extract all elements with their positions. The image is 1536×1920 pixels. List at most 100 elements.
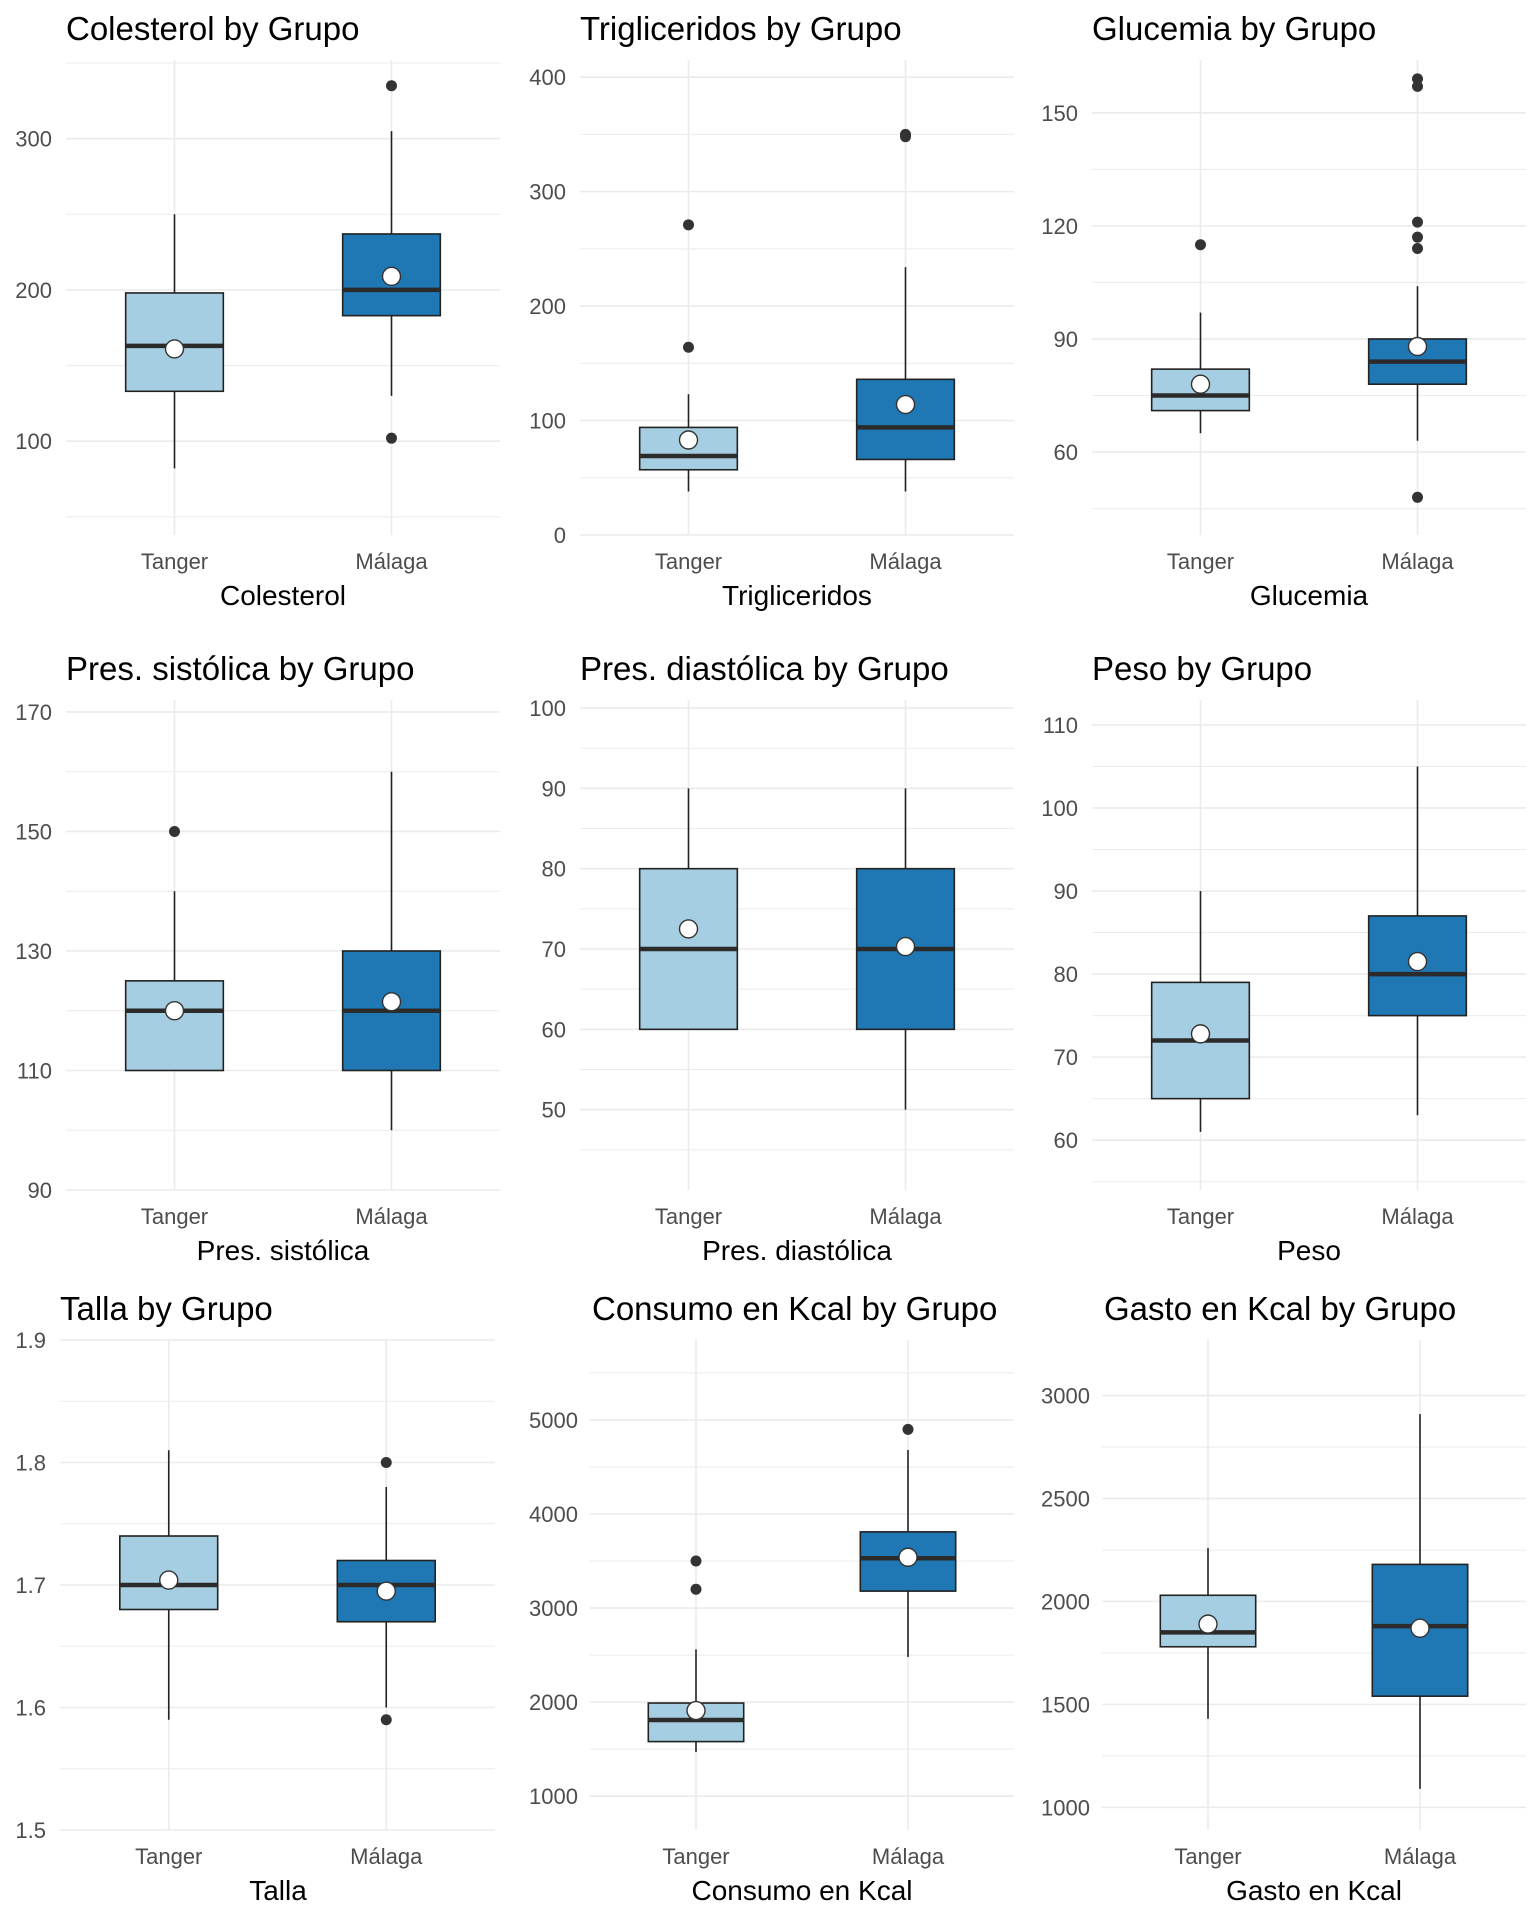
y-tick-label: 0 (554, 523, 566, 548)
box-malaga (1367, 766, 1468, 1116)
y-tick-label: 70 (1054, 1045, 1078, 1070)
mean-point (381, 992, 402, 1012)
y-tick-label: 90 (542, 776, 566, 801)
y-tick-label: 60 (1054, 1128, 1078, 1153)
y-tick-label: 100 (15, 429, 52, 454)
box-malaga (859, 1423, 957, 1657)
y-tick-label: 200 (15, 278, 52, 303)
y-tick-label: 2500 (1041, 1487, 1090, 1512)
mean-point (895, 394, 916, 415)
iqr-box (855, 867, 956, 1031)
y-tick-label: 100 (529, 409, 566, 434)
outlier-point (169, 825, 180, 837)
iqr-box (336, 1559, 436, 1623)
box-tanger (1159, 1547, 1257, 1719)
box-tanger (1150, 891, 1251, 1132)
iqr-box (341, 950, 442, 1072)
x-tick-label: Tanger (141, 549, 208, 574)
x-tick-label: Tanger (655, 549, 722, 574)
y-tick-label: 90 (28, 1178, 52, 1203)
iqr-box (1150, 368, 1251, 412)
outlier-point (1412, 216, 1423, 228)
x-axis-label: Peso (1277, 1235, 1341, 1266)
outlier-point (1195, 239, 1206, 251)
y-tick-label: 4000 (529, 1502, 578, 1527)
iqr-box (855, 378, 956, 461)
x-tick-label: Tanger (655, 1204, 722, 1229)
mean-point (678, 919, 699, 939)
y-tick-label: 50 (542, 1098, 566, 1123)
panel-title: Trigliceridos by Grupo (580, 10, 902, 47)
iqr-box (124, 980, 225, 1072)
mean-point (686, 1700, 706, 1721)
box-malaga (341, 771, 442, 1131)
y-tick-label: 1000 (1041, 1795, 1090, 1820)
outlier-point (380, 1457, 392, 1468)
iqr-box (1367, 915, 1468, 1017)
outlier-point (690, 1555, 702, 1567)
mean-point (376, 1581, 396, 1601)
x-tick-label: Málaga (350, 1844, 423, 1869)
x-tick-label: Málaga (869, 549, 942, 574)
x-tick-label: Málaga (869, 1204, 942, 1229)
y-tick-label: 1500 (1041, 1692, 1090, 1717)
y-tick-label: 1.7 (15, 1573, 46, 1598)
x-axis-label: Gasto en Kcal (1226, 1875, 1402, 1906)
x-axis-label: Consumo en Kcal (691, 1875, 912, 1906)
panel-title: Peso by Grupo (1092, 650, 1312, 687)
mean-point (164, 339, 185, 359)
y-tick-label: 1.9 (15, 1328, 46, 1353)
x-tick-label: Málaga (1384, 1844, 1457, 1869)
outlier-point (902, 1423, 914, 1435)
iqr-box (647, 1702, 745, 1743)
box-tanger (638, 788, 739, 1031)
mean-point (159, 1570, 179, 1590)
outlier-point (380, 1714, 392, 1726)
box-tanger (1150, 239, 1251, 434)
mean-point (164, 1001, 185, 1021)
iqr-box (1159, 1594, 1257, 1648)
y-tick-label: 80 (1054, 962, 1078, 987)
y-tick-label: 2000 (529, 1690, 578, 1715)
iqr-box (859, 1531, 957, 1592)
outlier-point (683, 341, 694, 353)
outlier-point (1412, 491, 1423, 503)
box-tanger (638, 219, 739, 492)
x-axis-label: Glucemia (1250, 580, 1369, 611)
x-axis-label: Pres. diastólica (702, 1235, 892, 1266)
panel-title: Pres. diastólica by Grupo (580, 650, 949, 687)
y-tick-label: 110 (1043, 713, 1078, 738)
x-tick-label: Tanger (1174, 1844, 1241, 1869)
y-tick-label: 400 (529, 65, 566, 90)
iqr-box (1150, 981, 1251, 1100)
y-tick-label: 120 (1041, 214, 1078, 239)
outlier-point (1412, 231, 1423, 243)
y-tick-label: 300 (529, 180, 566, 205)
y-tick-label: 1.6 (15, 1696, 46, 1721)
outlier-point (386, 432, 397, 444)
outlier-point (1412, 73, 1423, 85)
y-tick-label: 110 (17, 1058, 52, 1083)
outlier-point (900, 131, 911, 143)
y-tick-label: 170 (15, 700, 52, 725)
mean-point (1407, 336, 1428, 357)
x-axis-label: Talla (249, 1875, 307, 1906)
y-tick-label: 1000 (529, 1784, 578, 1809)
iqr-box (638, 426, 739, 471)
iqr-box (124, 292, 225, 393)
x-axis-label: Pres. sistólica (197, 1235, 370, 1266)
